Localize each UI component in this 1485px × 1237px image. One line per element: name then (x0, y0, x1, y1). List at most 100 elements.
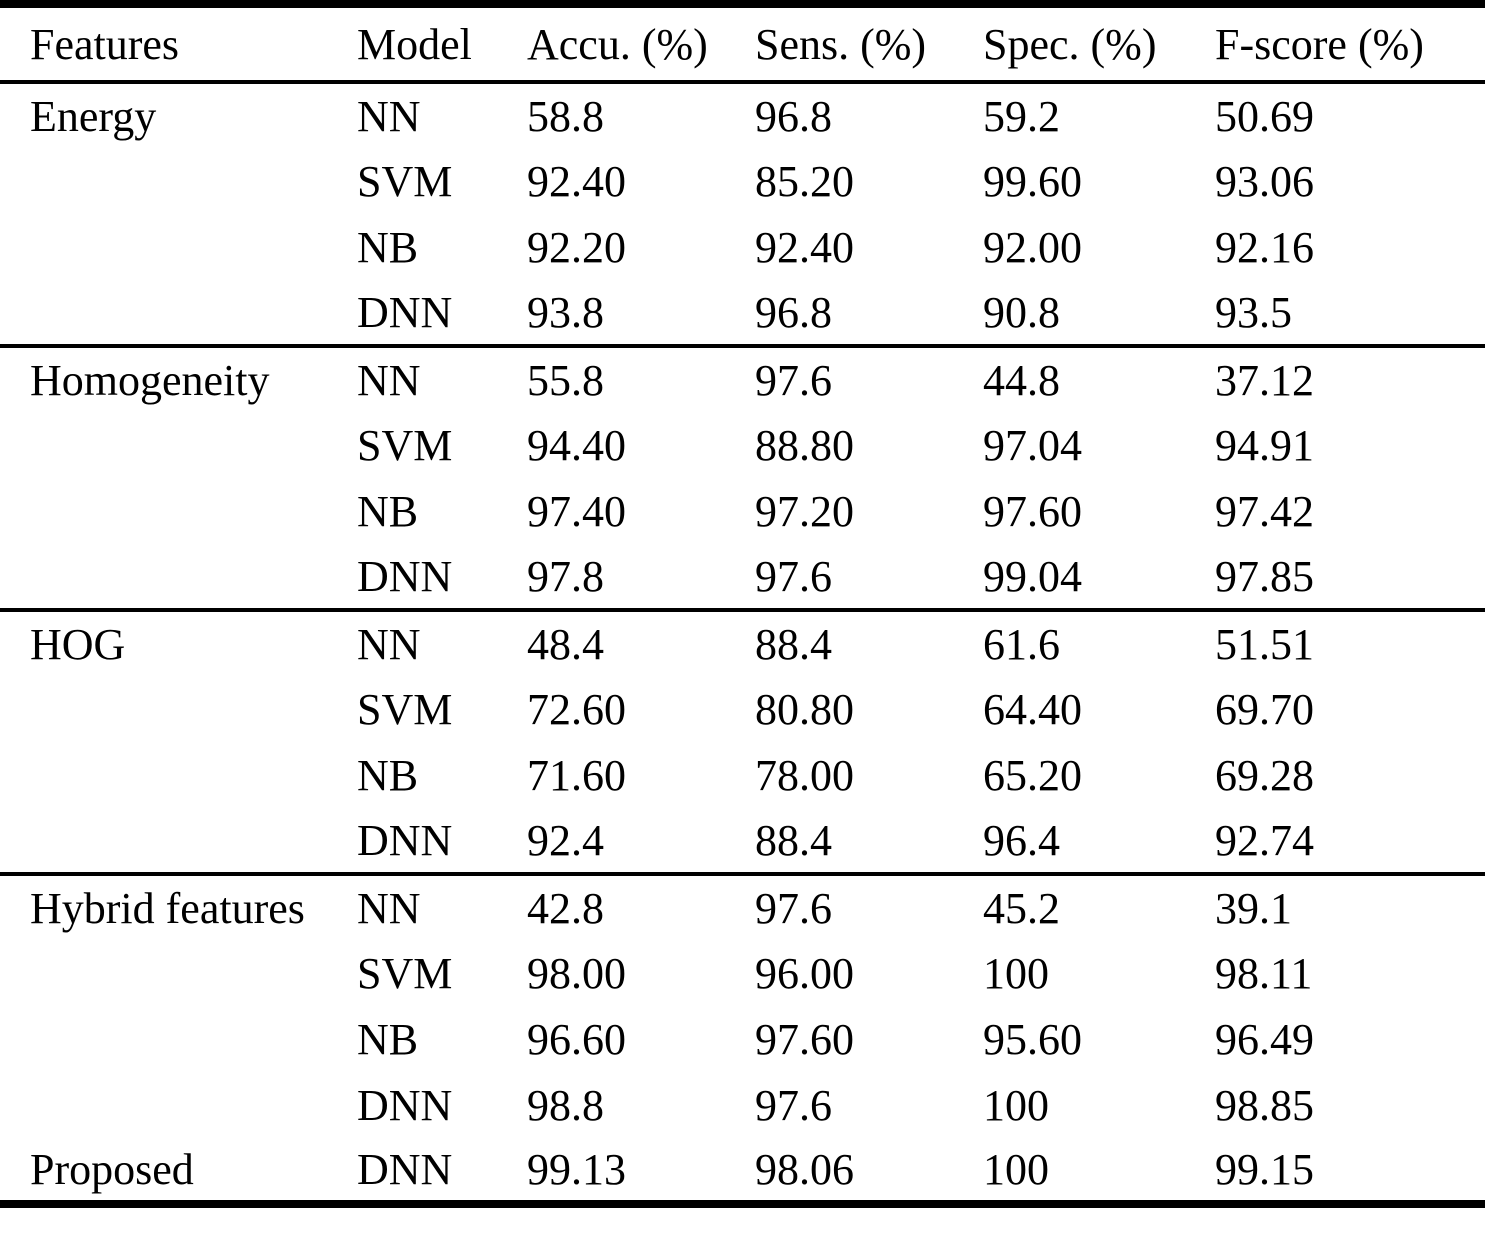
table-row: SVM 94.40 88.80 97.04 94.91 (0, 412, 1485, 478)
cell-specificity: 90.8 (983, 287, 1060, 337)
cell-specificity: 59.2 (983, 91, 1060, 141)
cell-sensitivity: 97.20 (755, 486, 854, 536)
cell-sensitivity: 97.6 (755, 883, 832, 933)
cell-fscore: 93.06 (1215, 156, 1314, 206)
cell-sensitivity: 78.00 (755, 750, 854, 800)
cell-sensitivity: 88.4 (755, 815, 832, 865)
cell-specificity: 95.60 (983, 1014, 1082, 1064)
cell-feature-proposed: Proposed (30, 1144, 194, 1194)
cell-model: NB (357, 486, 419, 536)
cell-fscore: 97.85 (1215, 551, 1314, 601)
cell-specificity: 100 (983, 948, 1049, 998)
table-row: NB 71.60 78.00 65.20 69.28 (0, 742, 1485, 808)
header-accuracy: Accu. (%) (527, 19, 708, 69)
table-row: Proposed DNN 99.13 98.06 100 99.15 (0, 1138, 1485, 1204)
cell-feature-empty (0, 808, 357, 874)
cell-model: NB (357, 750, 419, 800)
header-specificity: Spec. (%) (983, 19, 1157, 69)
table-row: DNN 93.8 96.8 90.8 93.5 (0, 280, 1485, 346)
cell-feature-homogeneity: Homogeneity (30, 355, 270, 405)
cell-specificity: 65.20 (983, 750, 1082, 800)
cell-accuracy: 92.20 (527, 222, 626, 272)
cell-accuracy: 98.8 (527, 1080, 604, 1130)
cell-accuracy: 58.8 (527, 91, 604, 141)
cell-accuracy: 71.60 (527, 750, 626, 800)
cell-accuracy: 98.00 (527, 948, 626, 998)
cell-specificity: 92.00 (983, 222, 1082, 272)
cell-fscore: 92.74 (1215, 815, 1314, 865)
model-performance-table: Features Model Accu. (%) Sens. (%) Spec.… (0, 0, 1485, 1208)
header-row: Features Model Accu. (%) Sens. (%) Spec.… (0, 4, 1485, 82)
table-row: SVM 72.60 80.80 64.40 69.70 (0, 676, 1485, 742)
cell-sensitivity: 97.6 (755, 551, 832, 601)
cell-model: DNN (357, 551, 453, 601)
cell-specificity: 99.60 (983, 156, 1082, 206)
cell-sensitivity: 96.8 (755, 91, 832, 141)
cell-fscore: 94.91 (1215, 420, 1314, 470)
cell-accuracy: 97.8 (527, 551, 604, 601)
cell-fscore: 37.12 (1215, 355, 1314, 405)
table-row: DNN 92.4 88.4 96.4 92.74 (0, 808, 1485, 874)
cell-model: DNN (357, 287, 453, 337)
cell-feature-empty (0, 742, 357, 808)
cell-model: DNN (357, 815, 453, 865)
cell-accuracy: 92.40 (527, 156, 626, 206)
cell-sensitivity: 96.00 (755, 948, 854, 998)
cell-fscore: 69.28 (1215, 750, 1314, 800)
cell-accuracy: 48.4 (527, 619, 604, 669)
table-row: SVM 92.40 85.20 99.60 93.06 (0, 148, 1485, 214)
table-row: NB 96.60 97.60 95.60 96.49 (0, 1006, 1485, 1072)
cell-specificity: 96.4 (983, 815, 1060, 865)
cell-accuracy: 99.13 (527, 1144, 626, 1194)
table-row: DNN 97.8 97.6 99.04 97.85 (0, 544, 1485, 610)
table-row: DNN 98.8 97.6 100 98.85 (0, 1072, 1485, 1138)
cell-model: SVM (357, 948, 453, 998)
cell-fscore: 99.15 (1215, 1144, 1314, 1194)
cell-feature-empty (0, 148, 357, 214)
cell-feature-empty (0, 1006, 357, 1072)
cell-feature-empty (0, 478, 357, 544)
cell-sensitivity: 92.40 (755, 222, 854, 272)
cell-model: NN (357, 883, 421, 933)
cell-model: SVM (357, 684, 453, 734)
cell-model: NB (357, 1014, 419, 1064)
cell-feature-empty (0, 676, 357, 742)
cell-model: DNN (357, 1144, 453, 1194)
cell-feature-empty (0, 1072, 357, 1138)
cell-fscore: 51.51 (1215, 619, 1314, 669)
cell-sensitivity: 96.8 (755, 287, 832, 337)
cell-feature-empty (0, 940, 357, 1006)
cell-feature-hybrid: Hybrid features (30, 883, 305, 933)
cell-feature-energy: Energy (30, 91, 157, 141)
cell-accuracy: 42.8 (527, 883, 604, 933)
cell-fscore: 92.16 (1215, 222, 1314, 272)
table-row: NB 92.20 92.40 92.00 92.16 (0, 214, 1485, 280)
cell-feature-empty (0, 214, 357, 280)
cell-specificity: 45.2 (983, 883, 1060, 933)
header-model: Model (357, 19, 472, 69)
cell-specificity: 100 (983, 1144, 1049, 1194)
cell-fscore: 98.85 (1215, 1080, 1314, 1130)
cell-fscore: 98.11 (1215, 948, 1313, 998)
header-features: Features (30, 19, 180, 69)
cell-feature-empty (0, 280, 357, 346)
header-fscore: F-score (%) (1215, 19, 1424, 69)
cell-sensitivity: 98.06 (755, 1144, 854, 1194)
table-row: HOG NN 48.4 88.4 61.6 51.51 (0, 610, 1485, 676)
cell-fscore: 96.49 (1215, 1014, 1314, 1064)
table-row: NB 97.40 97.20 97.60 97.42 (0, 478, 1485, 544)
cell-sensitivity: 80.80 (755, 684, 854, 734)
cell-specificity: 61.6 (983, 619, 1060, 669)
cell-accuracy: 94.40 (527, 420, 626, 470)
cell-fscore: 50.69 (1215, 91, 1314, 141)
cell-model: SVM (357, 156, 453, 206)
table-row: Hybrid features NN 42.8 97.6 45.2 39.1 (0, 874, 1485, 940)
table-row: Homogeneity NN 55.8 97.6 44.8 37.12 (0, 346, 1485, 412)
cell-model: DNN (357, 1080, 453, 1130)
cell-accuracy: 96.60 (527, 1014, 626, 1064)
table-row: SVM 98.00 96.00 100 98.11 (0, 940, 1485, 1006)
cell-model: NN (357, 619, 421, 669)
cell-specificity: 100 (983, 1080, 1049, 1130)
cell-model: SVM (357, 420, 453, 470)
cell-sensitivity: 88.80 (755, 420, 854, 470)
